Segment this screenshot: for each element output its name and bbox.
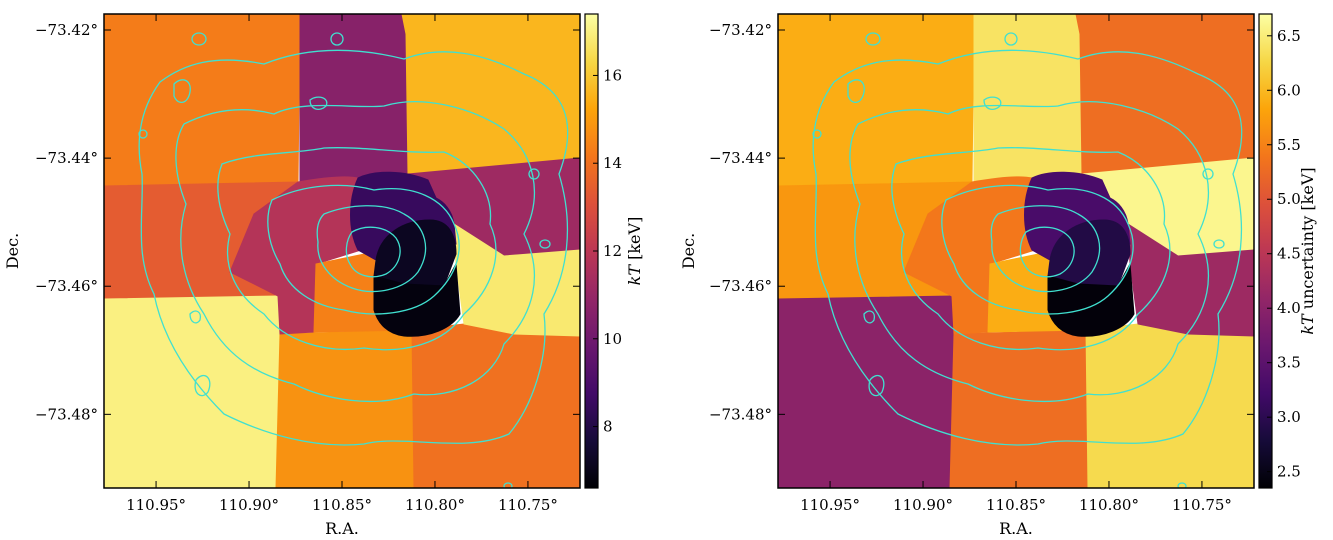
temperature-map xyxy=(104,14,580,488)
colorbar: 2.5 3.0 3.5 4.0 4.5 5.0 5.5 6.0 6.5 kT uncertaint… xyxy=(1258,13,1317,489)
contour-blob-9 xyxy=(1177,482,1187,488)
y-axis-title: Dec. xyxy=(3,233,22,269)
y-tick-label: −73.42° xyxy=(709,21,772,39)
region-outer-nw xyxy=(778,14,975,187)
y-tick-label: −73.42° xyxy=(35,21,98,39)
xray-contours xyxy=(812,32,1243,488)
colorbar-label-symbol: kT xyxy=(625,264,644,286)
contour-5 xyxy=(316,205,427,293)
x-axis-title: R.A. xyxy=(999,519,1033,538)
colorbar-tick-label: 14 xyxy=(603,154,622,172)
x-tick-label: 110.85° xyxy=(312,496,372,514)
region-outer-n xyxy=(973,14,1083,183)
contour-blob-10 xyxy=(863,310,876,324)
x-tick-label: 110.75° xyxy=(498,496,558,514)
colorbar-tick-label: 16 xyxy=(603,66,622,84)
x-tick-label: 110.90° xyxy=(219,496,279,514)
contour-blob-1 xyxy=(191,32,207,46)
colorbar-label-symbol: kT xyxy=(1298,313,1317,335)
region-mid-e xyxy=(1127,223,1254,337)
colorbar-tick-label: 3.0 xyxy=(1277,408,1301,426)
y-tick-label: −73.46° xyxy=(709,277,772,295)
contour-1 xyxy=(138,49,569,446)
contour-blob-6 xyxy=(868,375,885,397)
x-tick-label: 110.75° xyxy=(1172,496,1232,514)
colorbar-tick-label: 2.5 xyxy=(1277,463,1301,481)
region-mid-e xyxy=(453,223,580,337)
contour-4 xyxy=(941,184,1134,315)
x-axis-title: R.A. xyxy=(325,519,359,538)
x-tick-label: 110.95° xyxy=(126,496,186,514)
xray-contours xyxy=(138,32,569,488)
colorbar-tick-label: 6.5 xyxy=(1277,27,1301,45)
contour-blob-1 xyxy=(865,32,881,46)
contour-2 xyxy=(175,101,536,403)
x-tick-label: 110.90° xyxy=(893,496,953,514)
contour-blob-7 xyxy=(528,168,540,180)
y-tick-label: −73.48° xyxy=(35,405,98,423)
region-outer-sw xyxy=(104,295,281,488)
contour-blob-4 xyxy=(138,129,148,139)
contour-blob-8 xyxy=(539,239,551,249)
contour-blob-5 xyxy=(309,96,328,111)
colorbar-tick-label: 10 xyxy=(603,330,622,348)
contour-6 xyxy=(1019,226,1075,278)
contour-blob-7 xyxy=(1202,168,1214,180)
region-outer-se xyxy=(1085,323,1254,488)
colorbar-tick-label: 3.5 xyxy=(1277,354,1301,372)
contour-blob-6 xyxy=(194,375,211,397)
region-core-s xyxy=(1047,262,1135,337)
y-tick-label: −73.44° xyxy=(35,149,98,167)
colorbar-label-rest: [keV] xyxy=(625,217,644,265)
temperature-map xyxy=(778,14,1254,488)
y-tick-label: −73.46° xyxy=(35,277,98,295)
colorbar-tick-label: 5.5 xyxy=(1277,136,1301,154)
contour-blob-5 xyxy=(983,96,1002,111)
colorbar-tick-label: 4.5 xyxy=(1277,245,1301,263)
region-core-s xyxy=(373,262,461,337)
colorbar-tick-label: 12 xyxy=(603,242,622,260)
x-tick-label: 110.80° xyxy=(405,496,465,514)
colorbar-tick-label: 6.0 xyxy=(1277,81,1301,99)
contour-3 xyxy=(891,147,1171,351)
colorbar-label-rest: uncertainty [keV] xyxy=(1298,167,1317,314)
region-outer-se xyxy=(411,323,580,488)
y-axis-title: Dec. xyxy=(679,233,698,269)
region-outer-s xyxy=(949,329,1089,488)
contour-6 xyxy=(345,226,401,278)
contour-blob-8 xyxy=(1213,239,1225,249)
x-tick-label: 110.85° xyxy=(986,496,1046,514)
contour-blob-2 xyxy=(330,32,344,46)
region-outer-n xyxy=(299,14,409,183)
contour-5 xyxy=(990,205,1101,293)
panel-2: 110.95° 110.90° 110.85° 110.80° 110.75° −73.4… xyxy=(679,13,1317,538)
contour-2 xyxy=(849,101,1210,403)
region-outer-nw xyxy=(104,14,301,187)
region-outer-sw xyxy=(778,295,955,488)
colorbar-tick-label: 5.0 xyxy=(1277,190,1301,208)
colorbar-tick-label: 4.0 xyxy=(1277,299,1301,317)
y-tick-label: −73.44° xyxy=(709,149,772,167)
contour-blob-3 xyxy=(847,79,865,103)
colorbar-label: kT [keV] xyxy=(625,217,644,286)
contour-blob-2 xyxy=(1004,32,1018,46)
contour-3 xyxy=(217,147,497,351)
contour-blob-9 xyxy=(503,482,513,488)
colorbar-tick-label: 8 xyxy=(603,418,613,436)
colorbar-bar xyxy=(1258,13,1273,489)
contour-1 xyxy=(812,49,1243,446)
contour-blob-10 xyxy=(189,310,202,324)
contour-4 xyxy=(267,184,460,315)
x-tick-label: 110.95° xyxy=(800,496,860,514)
colorbar: 8 10 12 14 16 kT [keV] xyxy=(584,13,644,489)
colorbar-label: kT uncertainty [keV] xyxy=(1298,167,1317,334)
y-tick-label: −73.48° xyxy=(709,405,772,423)
panel-1: 110.95° 110.90° 110.85° 110.80° 110.75° −73.4… xyxy=(3,13,644,538)
x-tick-label: 110.80° xyxy=(1079,496,1139,514)
contour-blob-4 xyxy=(812,129,822,139)
region-outer-s xyxy=(275,329,415,488)
contour-blob-3 xyxy=(173,79,191,103)
